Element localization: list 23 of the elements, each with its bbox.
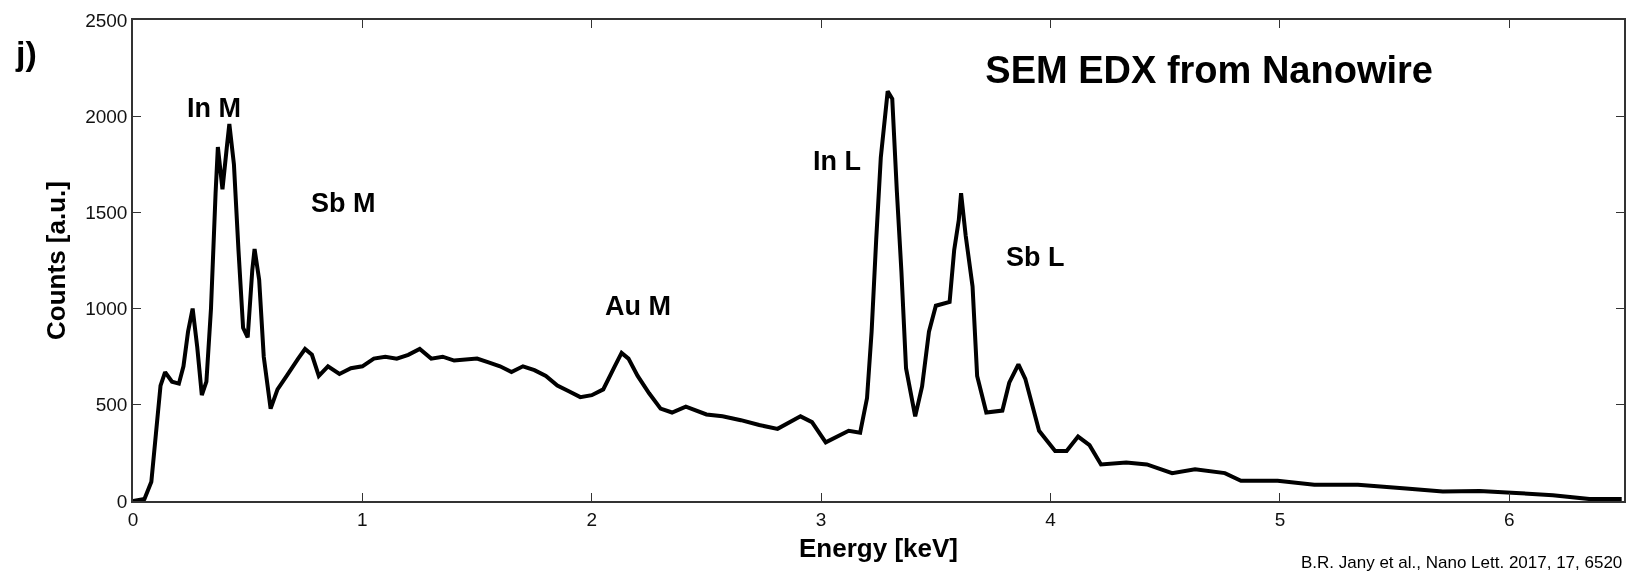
x-tick-label: 3 [815, 508, 827, 530]
x-tick-label: 1 [357, 508, 368, 530]
annotation: Sb L [1006, 242, 1065, 272]
y-tick-label: 2000 [85, 105, 128, 127]
line-series [133, 89, 1624, 501]
annotation: In M [187, 93, 241, 123]
y-axis-title: Counts [a.u.] [41, 181, 72, 340]
annotation: In L [813, 146, 861, 176]
annotation: Au M [605, 291, 671, 321]
y-tick-label: 1500 [85, 202, 128, 224]
x-tick-label: 6 [1504, 508, 1515, 530]
text: j) [15, 34, 37, 72]
y-tick-label: 0 [116, 490, 128, 512]
text: SEM EDX from Nanowire [985, 48, 1433, 91]
x-tick-label: 4 [1045, 508, 1057, 530]
x-tick-label: 2 [586, 508, 598, 530]
annotation: Sb M [311, 188, 376, 218]
y-tick-label: 1000 [85, 298, 128, 320]
text: B.R. Jany et al., Nano Lett. 2017, 17, 6520 [1301, 553, 1623, 572]
y-tick-label: 500 [95, 394, 128, 416]
x-axis-title: Energy [keV] [799, 532, 958, 563]
y-tick-label: 2500 [85, 9, 128, 31]
x-tick-label: 5 [1274, 508, 1286, 530]
